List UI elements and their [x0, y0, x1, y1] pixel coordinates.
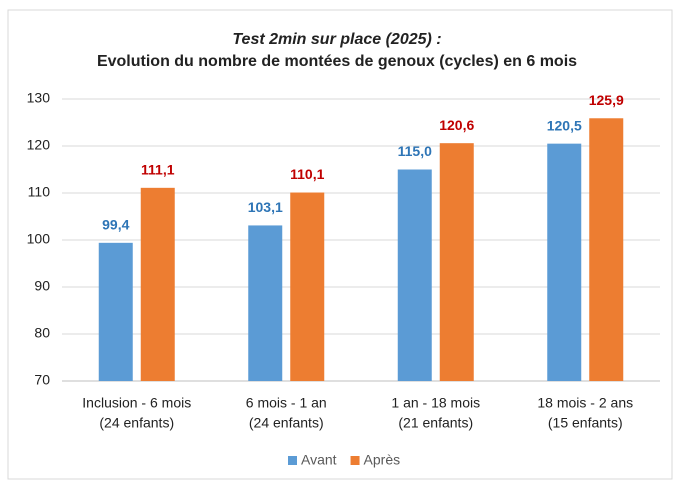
bar	[98, 242, 133, 381]
x-tick-label: Inclusion - 6 mois	[82, 395, 191, 411]
x-tick-label: 18 mois - 2 ans	[537, 395, 633, 411]
bar	[439, 143, 474, 381]
x-tick-label: (21 enfants)	[398, 415, 473, 431]
y-tick-label: 80	[34, 325, 50, 341]
bar	[547, 143, 582, 381]
y-tick-label: 130	[27, 90, 51, 106]
data-label: 110,1	[290, 166, 324, 182]
legend-label: Après	[364, 452, 401, 468]
bar	[248, 225, 283, 381]
data-label: 120,6	[439, 117, 474, 133]
y-tick-label: 110	[28, 184, 51, 200]
x-tick-label: (15 enfants)	[548, 415, 623, 431]
bar	[140, 187, 175, 381]
chart-title: Test 2min sur place (2025) :	[232, 31, 441, 48]
y-tick-label: 100	[27, 231, 51, 247]
bar	[290, 192, 325, 381]
data-label: 103,1	[248, 199, 283, 215]
data-label: 120,5	[547, 117, 582, 133]
x-tick-label: (24 enfants)	[249, 415, 324, 431]
y-tick-label: 70	[34, 372, 50, 388]
y-tick-label: 90	[34, 278, 50, 294]
bar	[397, 169, 432, 381]
x-tick-label: 6 mois - 1 an	[246, 395, 327, 411]
x-tick-label: (24 enfants)	[99, 415, 174, 431]
chart-subtitle: Evolution du nombre de montées de genoux…	[97, 53, 577, 70]
data-label: 125,9	[589, 92, 624, 108]
data-label: 99,4	[102, 217, 129, 233]
x-tick-label: 1 an - 18 mois	[391, 395, 480, 411]
y-tick-label: 120	[27, 137, 51, 153]
bar	[589, 118, 624, 382]
legend-swatch	[288, 456, 297, 465]
data-label: 111,1	[141, 162, 175, 178]
legend-swatch	[350, 456, 360, 465]
legend-label: Avant	[301, 452, 337, 468]
data-label: 115,0	[398, 143, 432, 159]
